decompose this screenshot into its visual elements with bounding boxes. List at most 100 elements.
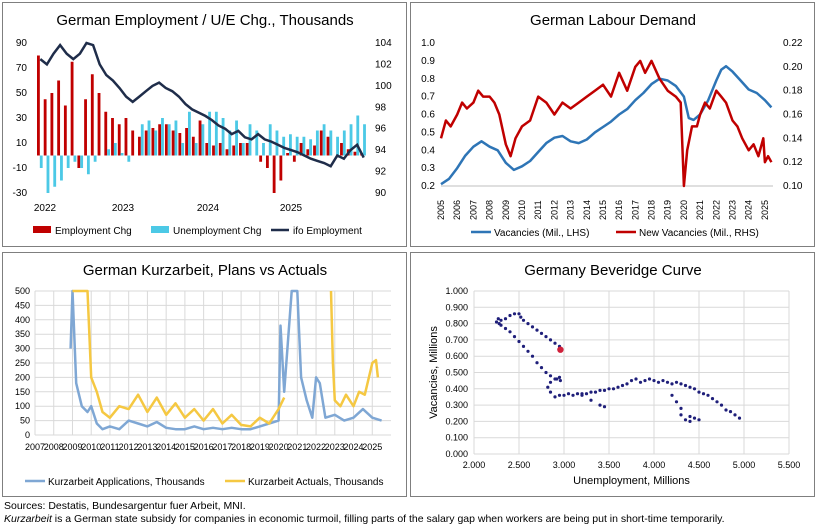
employment-bar [111,118,114,156]
scatter-point [629,379,634,383]
scatter-point [548,380,553,384]
scatter-point [544,335,548,339]
scatter-point [503,326,508,331]
x-tick: 2012 [119,442,139,452]
scatter-point [688,419,692,423]
employment-bar [245,143,249,156]
y-left-tick: 0.4 [421,145,435,156]
scatter-point [625,382,629,386]
scatter-point [539,331,544,335]
beveridge-chart-panel: Germany Beveridge Curve 1.000 0.900 0.800 0… [410,252,815,497]
legend-swatch [151,226,169,233]
x-tick: 2012 [549,200,559,220]
scatter-point [553,395,557,399]
unemployment-bar [309,139,313,156]
scatter-point [719,403,724,407]
scatter-point [557,393,562,397]
scatter-point [589,390,593,394]
employment-bar [239,143,242,156]
employment-bar [353,151,357,156]
y-left-tick: 0.8 [421,74,435,85]
labour-demand-chart-panel: German Labour Demand 1.0 0.9 0.8 0.7 0.6 0.5 0… [410,2,815,247]
unemployment-bar [241,143,245,156]
kurzarbeit-note: Kurzarbeit is a German state subsidy for… [4,513,725,525]
scatter-point [508,330,512,334]
x-tick: 2017 [630,200,640,220]
legend-label: Kurzarbeit Applications, Thousands [48,477,205,488]
scatter-point [674,400,679,404]
employment-bar [205,143,209,156]
x-tick: 4.500 [688,460,711,470]
y-tick: 500 [15,286,30,296]
actuals-line [72,289,380,428]
x-tick: 2024 [744,200,754,220]
scatter-point [652,379,656,383]
scatter-point [620,383,625,388]
y-tick: 200 [15,372,30,382]
employment-bar [131,130,135,156]
x-tick: 5.500 [778,460,801,470]
y-right-tick: 90 [375,188,387,199]
unemployment-bar [107,149,111,156]
y-left-tick: 0.7 [421,92,435,103]
unemployment-bar [86,155,90,175]
employment-chart-panel: German Employment / U/E Chg., Thousands … [2,2,407,247]
unemployment-bar [255,130,259,156]
scatter-point [611,387,616,391]
x-tick: 2023 [728,200,738,220]
scatter-point [548,390,553,394]
x-tick: 2024 [344,442,364,452]
y-tick: 350 [15,329,30,339]
scatter-point [634,377,638,381]
unemployment-bar [194,143,198,156]
x-tick: 2022 [306,442,326,452]
x-tick: 2019 [250,442,270,452]
unemployment-bar [80,155,84,168]
unemployment-bar [208,111,212,156]
y-right-tick: 104 [375,38,392,49]
x-tick: 2022 [34,203,57,214]
scatter-point [598,388,602,392]
x-tick: 2010 [81,442,101,452]
scatter-point [544,370,548,375]
applications-line [69,289,382,431]
chart-title: Germany Beveridge Curve [524,262,702,279]
x-tick: 2011 [533,200,543,219]
employment-bar [218,143,222,156]
y-right-tick: 0.12 [783,157,803,168]
scatter-point [706,393,710,397]
unemployment-bar [289,134,292,156]
x-tick: 2017 [212,442,232,452]
y-right-tick: 94 [375,145,387,156]
employment-bar [265,155,269,168]
y-tick: 150 [15,387,30,397]
y-right-tick: 0.14 [783,133,803,144]
scatter-point [512,312,517,316]
y-left-tick: 0.3 [421,163,435,174]
unemployment-bar [342,130,346,156]
x-tick: 2018 [231,442,251,452]
y-tick: 0.800 [445,319,468,329]
y-tick: 450 [15,300,30,310]
employment-bar [225,149,229,156]
employment-bar [191,136,195,156]
scatter-point [558,379,562,383]
ifo-employment-line [39,41,365,168]
y-tick: 0 [25,430,30,440]
x-tick: 2020 [269,442,289,452]
unemployment-bar [349,124,353,156]
employment-bar [340,143,343,156]
y-tick: 0.700 [445,335,468,345]
scatter-point [553,377,557,381]
y-right-tick: 0.22 [783,38,803,49]
unemployment-bar [53,155,57,187]
x-tick: 3.000 [553,460,576,470]
scatter-point [557,375,562,379]
y-left-tick: 0.2 [421,181,435,192]
x-tick: 3.500 [598,460,621,470]
employment-bar [286,153,290,156]
x-tick: 2021 [287,442,307,452]
x-tick: 2023 [325,442,345,452]
chart-body: 90 70 50 30 10 -10 -30 104 102 100 98 96 94 92 90 2022 2… [13,38,393,237]
x-tick: 2025 [362,442,382,452]
